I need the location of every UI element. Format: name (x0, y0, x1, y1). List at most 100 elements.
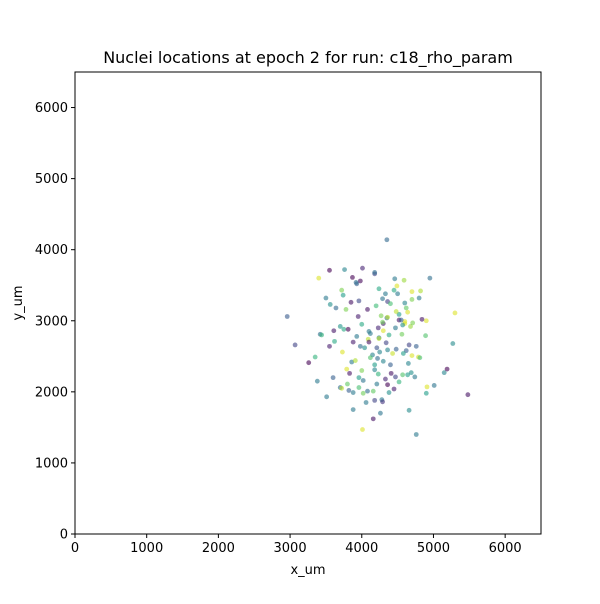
scatter-point (406, 342, 412, 348)
x-tick-label: 5000 (417, 541, 450, 556)
plot-area (75, 72, 541, 534)
x-tick-label: 2000 (202, 541, 235, 556)
scatter-point (383, 340, 389, 346)
scatter-point (383, 376, 388, 382)
y-axis-ticks: 0 1000 2000 3000 4000 5000 6000 (35, 101, 75, 543)
scatter-point (372, 270, 378, 275)
scatter-point (356, 385, 362, 390)
scatter-point (384, 237, 390, 243)
scatter-point (386, 332, 392, 338)
scatter-point (370, 416, 376, 422)
scatter-point (357, 278, 363, 284)
scatter-point (333, 305, 339, 311)
scatter-point (375, 325, 381, 331)
scatter-point (400, 322, 406, 328)
scatter-point (400, 351, 406, 356)
scatter-point (346, 388, 352, 393)
scatter-point (403, 305, 409, 311)
scatter-point (409, 353, 415, 358)
x-axis-ticks: 0 1000 2000 3000 4000 5000 6000 (71, 534, 522, 556)
y-tick-label: 3000 (35, 314, 68, 329)
x-axis-label: x_um (290, 563, 325, 578)
scatter-point (376, 286, 382, 292)
scatter-point (365, 306, 370, 312)
scatter-point (324, 394, 330, 400)
scatter-point (356, 298, 362, 304)
scatter-point (390, 351, 395, 356)
scatter-point (365, 388, 370, 394)
scatter-point (357, 343, 363, 349)
chart-title: Nuclei locations at epoch 2 for run: c18… (103, 48, 513, 68)
scatter-point (423, 318, 429, 324)
scatter-point (423, 390, 429, 396)
scatter-point (354, 334, 360, 339)
y-tick-label: 5000 (35, 172, 68, 187)
scatter-point (359, 368, 365, 373)
scatter-point (380, 358, 386, 364)
scatter-point (408, 324, 413, 329)
scatter-point (418, 288, 423, 294)
scatter-point (410, 320, 416, 326)
scatter-point (375, 356, 380, 361)
scatter-point (372, 367, 378, 373)
scatter-point (388, 370, 394, 376)
scatter-point (378, 410, 383, 416)
scatter-point (424, 384, 430, 390)
scatter-point (316, 275, 322, 281)
scatter-point (353, 279, 359, 285)
scatter-point (350, 339, 356, 345)
scatter-point (373, 303, 379, 309)
scatter-point (327, 302, 333, 307)
scatter-point (444, 366, 450, 372)
scatter-point (393, 309, 399, 314)
scatter-point (380, 399, 385, 405)
scatter-point (356, 375, 362, 381)
scatter-point (327, 343, 332, 349)
scatter-point (377, 349, 383, 355)
scatter-point (419, 316, 425, 322)
scatter-point (385, 382, 390, 388)
x-tick-label: 4000 (345, 541, 378, 556)
y-axis-label: y_um (11, 285, 26, 320)
scatter-point (337, 324, 343, 329)
scatter-point (405, 309, 411, 315)
scatter-point (393, 325, 398, 331)
scatter-point (372, 362, 378, 368)
scatter-point (367, 331, 373, 336)
y-tick-label: 4000 (35, 243, 68, 258)
scatter-point (388, 362, 393, 368)
scatter-point (342, 267, 347, 272)
scatter-point (352, 358, 358, 363)
y-tick-label: 0 (60, 528, 68, 543)
scatter-point (292, 342, 298, 348)
scatter-point (423, 333, 428, 339)
scatter-point (405, 372, 411, 378)
scatter-point (441, 370, 447, 376)
scatter-point (427, 275, 433, 281)
scatter-point (360, 390, 366, 396)
scatter-point (391, 386, 397, 392)
x-tick-label: 3000 (274, 541, 307, 556)
scatter-point (366, 339, 372, 345)
scatter-point (395, 291, 401, 297)
scatter-point (339, 385, 345, 391)
plot-frame (74, 71, 542, 535)
scatter-point (392, 276, 398, 282)
scatter-point (413, 343, 419, 349)
scatter-point (345, 326, 351, 332)
scatter-point (350, 275, 355, 280)
data-points (284, 237, 471, 437)
scatter-point (385, 347, 390, 353)
scatter-point (362, 345, 368, 351)
y-tick-label: 1000 (35, 456, 68, 471)
scatter-point (408, 370, 414, 376)
scatter-point (360, 378, 366, 383)
scatter-point (327, 267, 332, 273)
scatter-point (393, 346, 399, 352)
scatter-point (402, 300, 408, 306)
scatter-point (367, 355, 373, 361)
scatter-point (412, 374, 418, 380)
scatter-point (306, 360, 312, 366)
